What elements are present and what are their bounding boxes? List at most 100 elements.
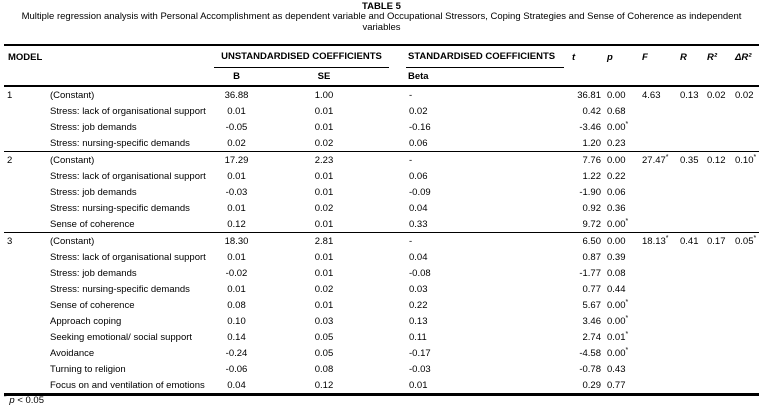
table-row: Approach coping 0.10 0.03 0.13 3.46 0.00* [4, 313, 759, 329]
cell-p: 0.77 [607, 379, 626, 391]
spacer-cell [389, 135, 406, 152]
cell-predictor: Approach coping [50, 315, 122, 327]
table-row: Turning to religion -0.06 0.08 -0.03 -0.78 0.… [4, 361, 759, 377]
cell-t: 0.77 [582, 283, 602, 295]
significance-asterisk: * [665, 153, 669, 161]
cell-dR2 [731, 313, 759, 329]
cell-model [4, 249, 48, 265]
cell-F [637, 103, 677, 119]
cell-SE: 2.81 [314, 235, 334, 247]
table-row: 1 (Constant) 36.88 1.00 - 36.81 0.00 4.63 0.13 0.… [4, 86, 759, 103]
cell-model [4, 168, 48, 184]
spacer-header [389, 45, 406, 86]
cell-B: 18.30 [224, 235, 249, 247]
cell-p: 0.00 [607, 235, 626, 247]
cell-F [637, 361, 677, 377]
cell-p: 0.68 [607, 105, 626, 117]
cell-model [4, 361, 48, 377]
cell-F: 18.13* [642, 234, 669, 247]
title-block: TABLE 5 Multiple regression analysis wit… [0, 1, 763, 33]
significance-asterisk: * [625, 217, 629, 225]
col-header-B: B [233, 71, 240, 82]
cell-t: -0.78 [579, 363, 601, 375]
table-row: Avoidance -0.24 0.05 -0.17 -4.58 0.00* [4, 345, 759, 361]
cell-beta: - [409, 154, 413, 166]
table-header: MODEL UNSTANDARDISED COEFFICIENTS STANDA… [4, 45, 759, 86]
cell-predictor: Seeking emotional/ social support [50, 331, 193, 343]
cell-SE: 0.02 [314, 137, 334, 149]
table-row: 2 (Constant) 17.29 2.23 - 7.76 0.00 27.47* 0.35 0… [4, 152, 759, 169]
cell-F [637, 200, 677, 216]
cell-R2 [704, 119, 731, 135]
cell-R2 [704, 377, 731, 395]
cell-model: 1 [7, 89, 13, 101]
cell-B: 0.10 [227, 315, 246, 327]
cell-dR2: 0.10* [735, 153, 757, 166]
cell-dR2 [731, 119, 759, 135]
col-header-beta: Beta [408, 71, 429, 82]
cell-SE: 0.01 [314, 105, 334, 117]
cell-predictor: Turning to religion [50, 363, 126, 375]
cell-F: 27.47* [642, 153, 669, 166]
cell-B: 36.88 [224, 89, 249, 101]
cell-B: 17.29 [224, 154, 249, 166]
cell-dR2 [731, 345, 759, 361]
model-group-1: 1 (Constant) 36.88 1.00 - 36.81 0.00 4.63 0.13 0.… [4, 86, 759, 152]
cell-SE: 1.00 [314, 89, 334, 101]
cell-t: 7.76 [582, 154, 602, 166]
cell-model [4, 329, 48, 345]
cell-beta: -0.16 [409, 121, 431, 133]
significance-asterisk: * [665, 234, 669, 242]
table-row: Stress: job demands -0.05 0.01 -0.16 -3.46 0.… [4, 119, 759, 135]
cell-R2 [704, 265, 731, 281]
cell-predictor: Stress: job demands [50, 186, 137, 198]
cell-dR2 [731, 281, 759, 297]
cell-R2 [704, 103, 731, 119]
cell-beta: -0.17 [409, 347, 431, 359]
cell-beta: 0.04 [409, 202, 428, 214]
cell-p: 0.23 [607, 137, 626, 149]
cell-dR2 [731, 297, 759, 313]
spacer-cell [389, 119, 406, 135]
cell-t: 0.92 [582, 202, 602, 214]
cell-dR2 [731, 103, 759, 119]
table-title: TABLE 5 [362, 1, 401, 12]
spacer-cell [389, 152, 406, 169]
cell-model: 2 [7, 154, 13, 166]
cell-F [637, 377, 677, 395]
cell-R2 [704, 281, 731, 297]
cell-p: 0.08 [607, 267, 626, 279]
cell-B: -0.06 [225, 363, 248, 375]
spacer-cell [389, 103, 406, 119]
spacer-cell [389, 265, 406, 281]
cell-F [637, 345, 677, 361]
cell-SE: 0.12 [314, 379, 334, 391]
cell-R [677, 265, 704, 281]
cell-R [677, 297, 704, 313]
cell-B: -0.02 [225, 267, 248, 279]
cell-model [4, 265, 48, 281]
cell-SE: 0.01 [314, 186, 334, 198]
spacer-cell [389, 313, 406, 329]
spacer-cell [389, 281, 406, 297]
col-group-unstandardised-coefficients: UNSTANDARDISED COEFFICIENTS [214, 45, 389, 68]
cell-SE: 0.02 [314, 283, 334, 295]
cell-F [637, 216, 677, 233]
col-header-delta-R-squared: ΔR² [735, 52, 752, 63]
col-header-model: MODEL [8, 52, 43, 63]
cell-R [677, 168, 704, 184]
footnote-condition: < 0.05 [17, 395, 44, 407]
col-header-R: R [680, 52, 687, 63]
cell-model [4, 184, 48, 200]
cell-F [637, 313, 677, 329]
cell-beta: - [409, 89, 413, 101]
cell-predictor: Sense of coherence [50, 218, 135, 230]
spacer-cell [389, 233, 406, 250]
cell-dR2 [731, 377, 759, 395]
cell-t: 36.81 [577, 89, 601, 101]
cell-R2 [704, 135, 731, 152]
cell-beta: 0.03 [409, 283, 428, 295]
spacer-cell [389, 86, 406, 103]
cell-R [677, 377, 704, 395]
cell-model [4, 135, 48, 152]
